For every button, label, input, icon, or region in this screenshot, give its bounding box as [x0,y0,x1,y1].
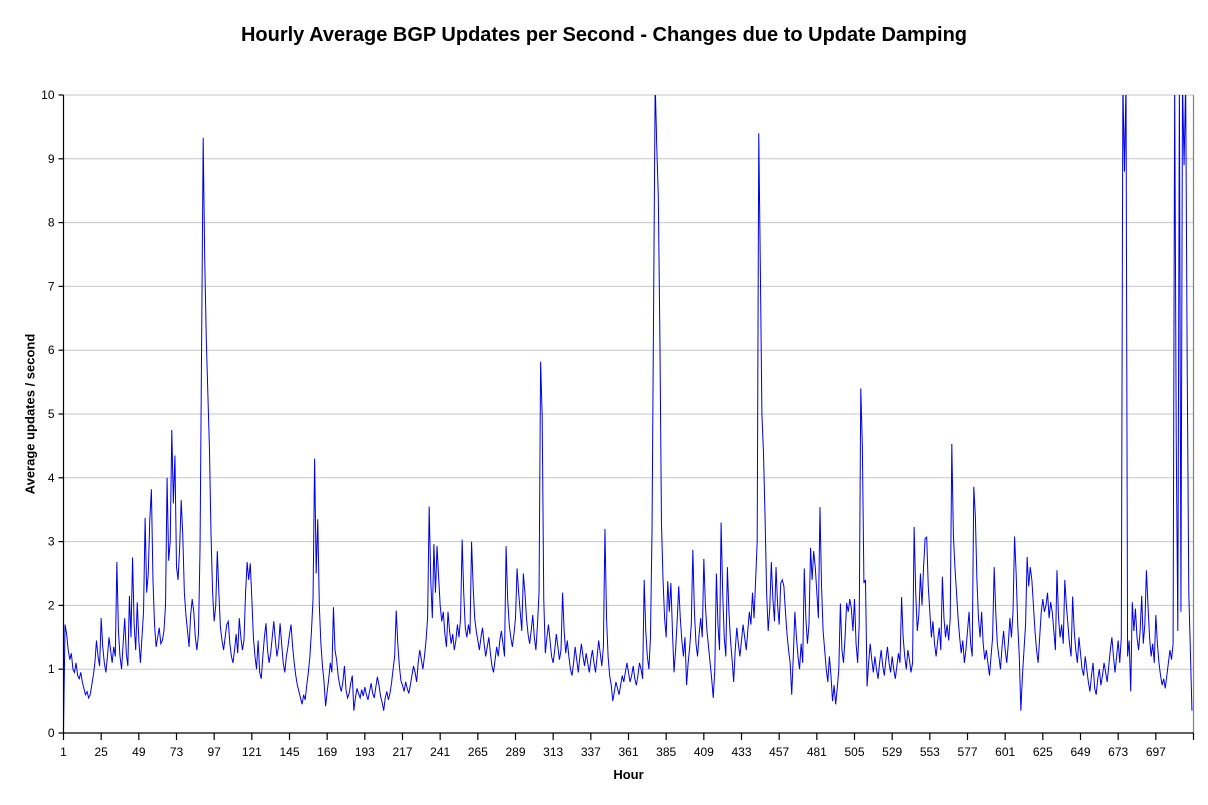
x-tick-label-241: 241 [430,745,450,759]
y-tick-label-9: 9 [48,152,55,166]
x-axis-title: Hour [613,767,644,782]
x-tick-label-289: 289 [505,745,525,759]
y-tick-label-8: 8 [48,216,55,230]
y-tick-label-4: 4 [48,471,55,485]
x-tick-label-265: 265 [468,745,488,759]
x-tick-label-361: 361 [618,745,638,759]
x-tick-label-145: 145 [279,745,299,759]
x-tick-label-25: 25 [94,745,108,759]
x-tick-label-697: 697 [1146,745,1166,759]
x-tick-label-49: 49 [132,745,146,759]
y-tick-label-1: 1 [48,662,55,676]
y-tick-label-0: 0 [48,726,55,740]
bgp-series-line [63,95,1193,730]
y-tick-label-7: 7 [48,279,55,293]
x-tick-label-313: 313 [543,745,563,759]
x-tick-label-481: 481 [807,745,827,759]
x-tick-label-673: 673 [1108,745,1128,759]
x-tick-label-505: 505 [844,745,864,759]
x-tick-label-457: 457 [769,745,789,759]
y-tick-label-2: 2 [48,598,55,612]
x-tick-label-433: 433 [731,745,751,759]
x-tick-label-385: 385 [656,745,676,759]
x-tick-label-73: 73 [170,745,184,759]
x-tick-label-193: 193 [355,745,375,759]
x-tick-label-121: 121 [242,745,262,759]
x-tick-label-649: 649 [1070,745,1090,759]
y-tick-label-5: 5 [48,407,55,421]
x-tick-label-577: 577 [957,745,977,759]
x-tick-label-169: 169 [317,745,337,759]
x-tick-label-601: 601 [995,745,1015,759]
y-tick-label-10: 10 [41,88,55,102]
x-tick-label-529: 529 [882,745,902,759]
y-tick-label-6: 6 [48,343,55,357]
x-tick-label-217: 217 [392,745,412,759]
x-tick-label-409: 409 [694,745,714,759]
y-tick-label-3: 3 [48,535,55,549]
y-axis-title: Average updates / second [22,333,38,495]
x-tick-label-625: 625 [1033,745,1053,759]
x-tick-label-1: 1 [60,745,67,759]
x-tick-label-553: 553 [920,745,940,759]
x-tick-label-97: 97 [207,745,221,759]
chart-title: Hourly Average BGP Updates per Second - … [240,24,968,46]
x-tick-label-337: 337 [581,745,601,759]
